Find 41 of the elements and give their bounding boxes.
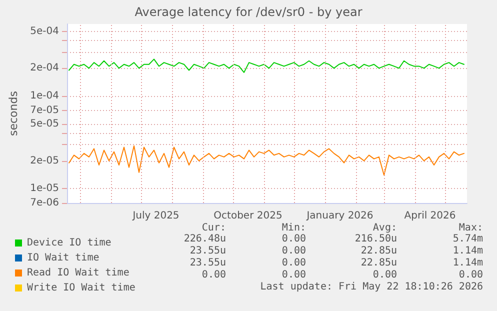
text: 22.85u bbox=[360, 258, 397, 268]
text: Avg: bbox=[372, 222, 397, 234]
y-tick-label: 7e-06 bbox=[30, 198, 59, 208]
y-tick-label: 2e-04 bbox=[30, 62, 59, 74]
x-tick-label: October 2025 bbox=[214, 210, 282, 222]
y-tick-label: 5e-05 bbox=[30, 118, 59, 130]
text: Cur: bbox=[202, 222, 226, 234]
text: 0.00 bbox=[372, 270, 398, 280]
text: 22.85u bbox=[360, 246, 397, 256]
y-tick-label: 1e-04 bbox=[30, 90, 59, 102]
text: 23.55u bbox=[190, 258, 226, 268]
y-axis-title: seconds bbox=[7, 90, 20, 136]
text: Max: bbox=[458, 222, 483, 234]
text: 5.74m bbox=[452, 234, 484, 244]
x-tick-label: July 2025 bbox=[132, 210, 180, 222]
x-tick-label: January 2026 bbox=[306, 210, 374, 222]
text: Last update: Fri May 22 18:10:26 2026 bbox=[260, 282, 484, 292]
text: 0.00 bbox=[282, 234, 306, 244]
y-tick-label: 7e-05 bbox=[30, 104, 59, 116]
text: 0.00 bbox=[282, 246, 306, 256]
legend-label: Write IO Wait time bbox=[27, 282, 136, 294]
y-tick-label: 2e-05 bbox=[30, 155, 59, 166]
line-series bbox=[68, 145, 464, 176]
text: Min: bbox=[282, 222, 306, 234]
legend-label: IO Wait time bbox=[27, 252, 100, 264]
legend-label: Device IO time bbox=[27, 238, 112, 248]
text: 0.00 bbox=[202, 270, 226, 280]
y-tick-label: 1e-05 bbox=[30, 183, 59, 194]
legend-label: Read IO Wait time bbox=[27, 268, 130, 278]
text: 226.48u bbox=[184, 234, 226, 244]
text: 216.50u bbox=[354, 234, 398, 244]
line-series bbox=[68, 58, 464, 73]
text: 0.00 bbox=[282, 258, 306, 268]
y-tick-label: 5e-04 bbox=[30, 26, 59, 37]
text: 0.00 bbox=[458, 270, 484, 280]
chart-title: Average latency for /dev/sr0 - by year bbox=[134, 5, 362, 19]
text: 1.14m bbox=[452, 258, 484, 268]
text: 1.14m bbox=[452, 246, 484, 256]
text: 23.55u bbox=[190, 246, 226, 256]
x-tick-label: April 2026 bbox=[404, 210, 456, 222]
text: 0.00 bbox=[282, 270, 306, 280]
